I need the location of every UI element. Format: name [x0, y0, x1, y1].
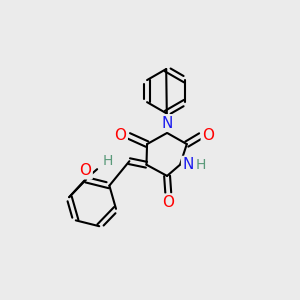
Text: O: O	[80, 163, 92, 178]
Text: O: O	[114, 128, 126, 143]
Text: N: N	[161, 116, 173, 130]
Text: H: H	[195, 158, 206, 172]
Text: H: H	[195, 158, 206, 172]
Text: O: O	[202, 128, 214, 143]
Text: O: O	[162, 195, 174, 210]
Text: N: N	[182, 157, 194, 172]
Text: O: O	[80, 163, 92, 178]
Text: O: O	[114, 128, 126, 143]
Text: O: O	[162, 195, 174, 210]
Text: N: N	[182, 157, 194, 172]
Text: O: O	[202, 128, 214, 143]
Text: H: H	[103, 154, 113, 168]
Text: N: N	[161, 116, 173, 130]
Text: H: H	[103, 154, 113, 168]
